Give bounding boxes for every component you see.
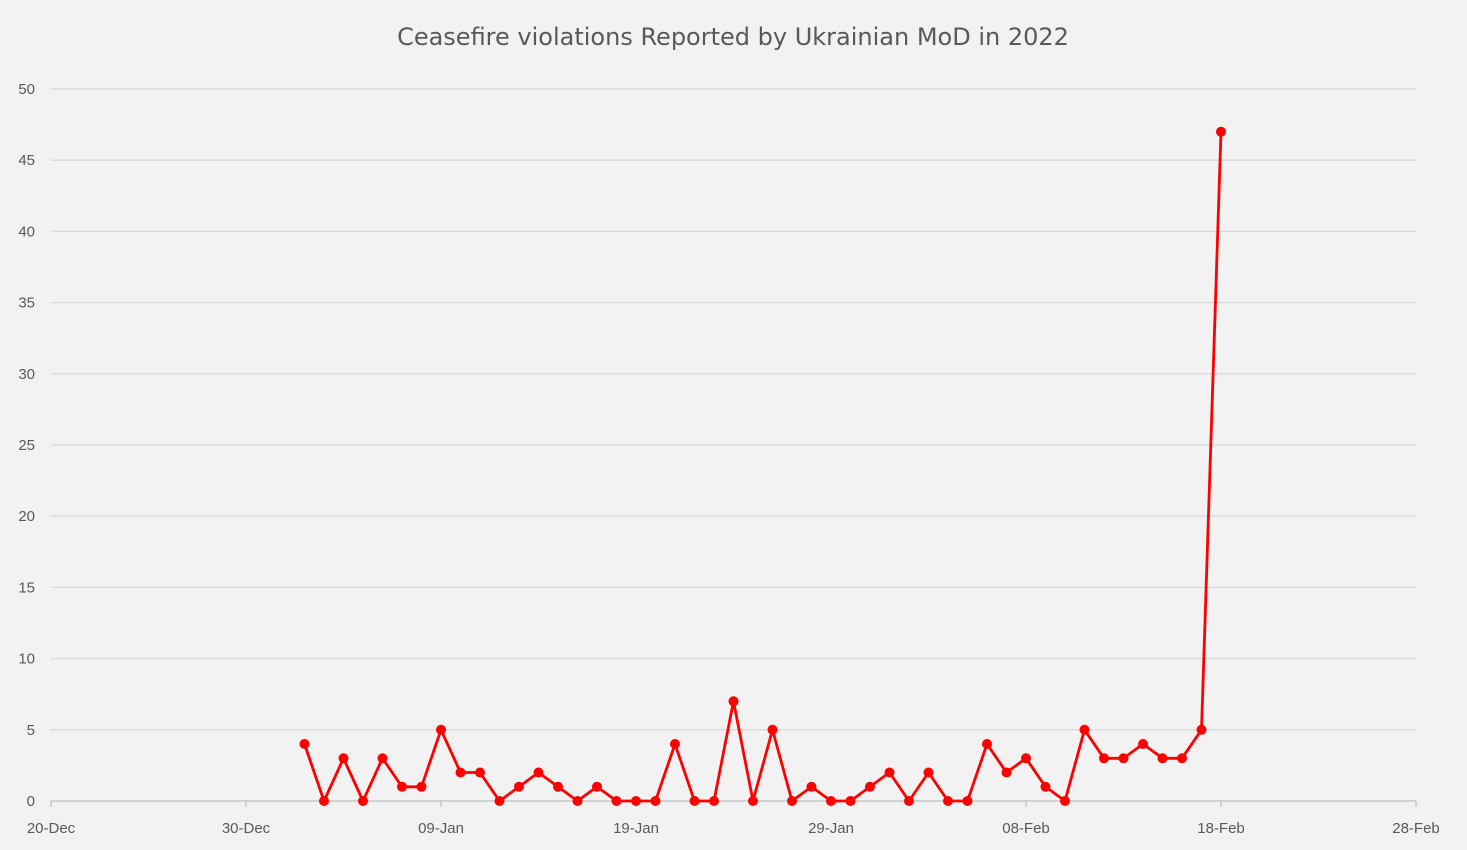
x-tick-label: 09-Jan	[418, 820, 464, 837]
data-point	[962, 796, 973, 806]
x-tick-label: 28-Feb	[1392, 820, 1440, 837]
data-point	[1157, 753, 1168, 764]
data-point	[1001, 767, 1012, 778]
data-point	[1118, 753, 1129, 764]
data-point	[1177, 753, 1187, 764]
data-point	[1216, 126, 1226, 137]
x-axis-tick-labels: 20-Dec 30-Dec 09-Jan 19-Jan 29-Jan 08-Feb 18-F…	[27, 820, 1440, 837]
data-point	[358, 796, 368, 806]
data-point	[611, 796, 622, 806]
x-tick-label: 20-Dec	[27, 820, 76, 837]
data-point	[709, 796, 719, 806]
data-point	[436, 724, 446, 735]
y-tick-label: 15	[18, 579, 35, 596]
data-point	[689, 796, 700, 806]
chart-title: Ceasefire violations Reported by Ukraini…	[397, 23, 1069, 51]
data-point	[845, 796, 856, 806]
data-point	[416, 781, 427, 792]
data-point	[377, 753, 388, 764]
data-point	[787, 796, 797, 806]
data-point	[1060, 796, 1070, 806]
x-tick-label: 18-Feb	[1197, 820, 1245, 837]
data-point	[1021, 753, 1031, 764]
data-point	[884, 767, 895, 778]
data-point	[748, 796, 758, 806]
data-point	[397, 781, 407, 792]
x-tick-label: 29-Jan	[808, 820, 854, 837]
data-point	[670, 739, 680, 749]
data-series	[299, 126, 1226, 806]
data-point	[728, 696, 739, 707]
y-tick-label: 0	[27, 793, 35, 810]
data-point	[319, 796, 329, 806]
data-point	[767, 724, 778, 735]
data-point	[982, 739, 992, 749]
data-point	[865, 781, 875, 792]
y-tick-label: 45	[18, 152, 35, 169]
series-line	[303, 131, 1223, 803]
y-tick-label: 30	[18, 366, 35, 383]
data-point	[1099, 753, 1109, 764]
data-point	[494, 796, 505, 806]
data-point	[1196, 724, 1207, 735]
data-point	[299, 739, 310, 749]
data-point	[475, 767, 485, 778]
data-point	[904, 796, 914, 806]
data-point	[592, 781, 602, 792]
data-point	[826, 796, 836, 806]
data-point	[1138, 739, 1148, 749]
data-point	[806, 781, 817, 792]
data-point	[943, 796, 953, 806]
x-tick-label: 08-Feb	[1002, 820, 1050, 837]
data-point	[923, 767, 934, 778]
y-tick-label: 5	[27, 722, 35, 739]
y-tick-label: 10	[18, 651, 35, 668]
data-point	[650, 796, 661, 806]
data-point	[533, 767, 544, 778]
data-point	[631, 796, 641, 806]
y-tick-label: 40	[18, 223, 35, 240]
y-tick-label: 20	[18, 508, 35, 525]
data-point	[1040, 781, 1051, 792]
y-tick-label: 50	[18, 81, 35, 98]
data-point	[553, 781, 563, 792]
y-axis-tick-labels: 0 5 10 15 20 25 30 35 40 45 50	[18, 81, 35, 810]
data-point	[514, 781, 524, 792]
gridlines	[50, 88, 1417, 807]
data-point	[572, 796, 583, 806]
data-point	[338, 753, 349, 764]
y-tick-label: 35	[18, 295, 35, 312]
data-point	[1079, 724, 1090, 735]
x-tick-label: 30-Dec	[222, 820, 271, 837]
x-tick-label: 19-Jan	[613, 820, 659, 837]
y-tick-label: 25	[18, 437, 35, 454]
data-point	[455, 767, 466, 778]
